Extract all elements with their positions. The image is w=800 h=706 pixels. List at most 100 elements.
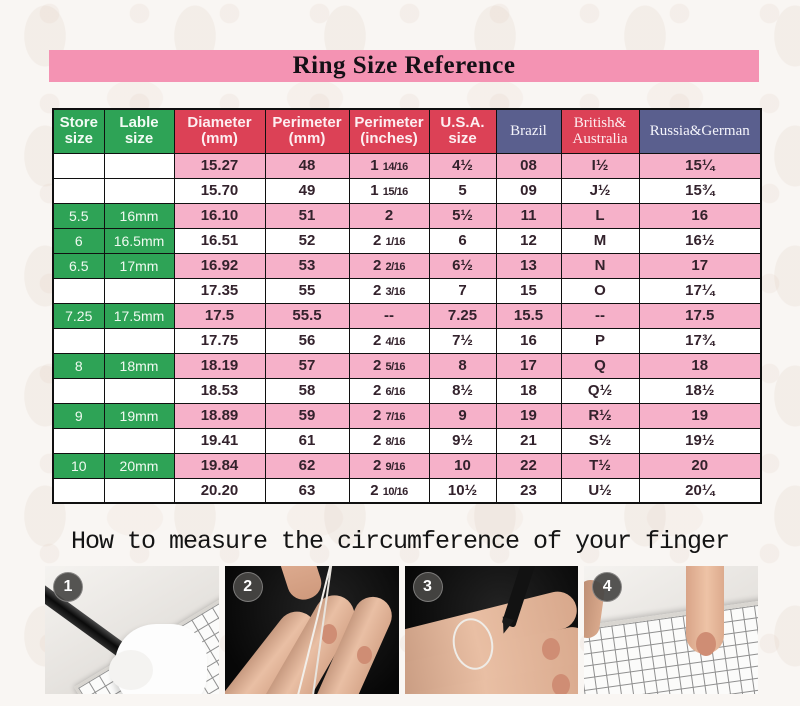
column-header-brazil: Brazil [495, 108, 562, 154]
cell-usa: 6 [428, 227, 497, 254]
cell-diameter: 16.10 [173, 202, 266, 229]
cell-usa: 9½ [428, 427, 497, 454]
step-1-number-badge: 1 [53, 572, 83, 602]
cell-diameter: 17.35 [173, 277, 266, 304]
cell-perimeter_mm: 49 [264, 177, 350, 204]
cell-store [52, 477, 105, 504]
cell-usa: 8 [428, 352, 497, 379]
fingernail-icon [542, 638, 561, 660]
table-row: 15.70 49 1 15/16 5 09 J½ 15¾ [52, 177, 762, 204]
cell-russia: 20¼ [638, 477, 762, 504]
cell-british: L [560, 202, 640, 229]
cell-diameter: 19.84 [173, 452, 266, 479]
cell-diameter: 17.75 [173, 327, 266, 354]
cell-british: M [560, 227, 640, 254]
table-row: 18.53 58 2 6/16 8½ 18 Q½ 18½ [52, 377, 762, 404]
cell-perimeter_mm: 53 [264, 252, 350, 279]
cell-british: -- [560, 302, 640, 329]
cell-perimeter_in: 2 2/16 [348, 252, 430, 279]
table-row: 19.41 61 2 8/16 9½ 21 S½ 19½ [52, 427, 762, 454]
header-row: Store size Lable size Diameter (mm) Perimeter(… [52, 108, 762, 154]
cell-diameter: 18.19 [173, 352, 266, 379]
page-title: Ring Size Reference [292, 52, 516, 79]
column-header-perimeter-in: Perimeter (inches) [348, 108, 430, 154]
cell-label [103, 377, 175, 404]
cell-store [52, 377, 105, 404]
cell-russia: 16 [638, 202, 762, 229]
fingernail-icon [552, 674, 571, 694]
cell-diameter: 18.89 [173, 402, 266, 429]
cell-perimeter_in: 2 8/16 [348, 427, 430, 454]
cell-store: 6 [52, 227, 105, 254]
cell-label: 16mm [103, 202, 175, 229]
cell-label: 17.5mm [103, 302, 175, 329]
cell-perimeter_in: 2 10/16 [348, 477, 430, 504]
cell-store: 6.5 [52, 252, 105, 279]
cell-usa: 6½ [428, 252, 497, 279]
cell-perimeter_mm: 52 [264, 227, 350, 254]
cell-russia: 17¾ [638, 327, 762, 354]
cell-store: 7.25 [52, 302, 105, 329]
cell-perimeter_mm: 57 [264, 352, 350, 379]
cell-brazil: 12 [495, 227, 562, 254]
cell-label [103, 152, 175, 179]
step-3-photo: 3 [404, 566, 579, 694]
cell-label: 18mm [103, 352, 175, 379]
cell-perimeter_mm: 62 [264, 452, 350, 479]
table-row: 8 18mm 18.19 57 2 5/16 8 17 Q 18 [52, 352, 762, 379]
cell-label [103, 327, 175, 354]
cell-usa: 8½ [428, 377, 497, 404]
cell-label [103, 177, 175, 204]
cell-perimeter_mm: 55 [264, 277, 350, 304]
cell-russia: 15¾ [638, 177, 762, 204]
cell-perimeter_in: 2 9/16 [348, 452, 430, 479]
cell-diameter: 16.92 [173, 252, 266, 279]
cell-russia: 18½ [638, 377, 762, 404]
table-row: 10 20mm 19.84 62 2 9/16 10 22 T½ 20 [52, 452, 762, 479]
cell-label: 19mm [103, 402, 175, 429]
cell-british: T½ [560, 452, 640, 479]
cell-usa: 5 [428, 177, 497, 204]
table-row: 6 16.5mm 16.51 52 2 1/16 6 12 M 16½ [52, 227, 762, 254]
cell-perimeter_mm: 59 [264, 402, 350, 429]
cell-brazil: 22 [495, 452, 562, 479]
cell-british: O [560, 277, 640, 304]
cell-store [52, 177, 105, 204]
cell-perimeter_mm: 63 [264, 477, 350, 504]
measure-steps-row: 1 2 3 4 [45, 566, 758, 694]
cell-store [52, 327, 105, 354]
cell-label [103, 277, 175, 304]
cell-perimeter_in: 2 6/16 [348, 377, 430, 404]
cell-russia: 19 [638, 402, 762, 429]
table-row: 9 19mm 18.89 59 2 7/16 9 19 R½ 19 [52, 402, 762, 429]
cell-british: I½ [560, 152, 640, 179]
cell-label [103, 477, 175, 504]
cell-usa: 7 [428, 277, 497, 304]
cell-brazil: 09 [495, 177, 562, 204]
paper-strip-icon [108, 650, 153, 690]
column-header-perimeter-mm: Perimeter (mm) [264, 108, 350, 154]
cell-british: S½ [560, 427, 640, 454]
cell-perimeter_in: 2 7/16 [348, 402, 430, 429]
cell-diameter: 15.70 [173, 177, 266, 204]
cell-brazil: 23 [495, 477, 562, 504]
cell-diameter: 15.27 [173, 152, 266, 179]
cell-perimeter_in: 2 [348, 202, 430, 229]
cell-perimeter_mm: 58 [264, 377, 350, 404]
step-2-photo: 2 [224, 566, 399, 694]
cell-british: R½ [560, 402, 640, 429]
cell-label: 20mm [103, 452, 175, 479]
cell-perimeter_mm: 51 [264, 202, 350, 229]
column-header-british: British& Australia [560, 108, 640, 154]
cell-russia: 18 [638, 352, 762, 379]
cell-diameter: 16.51 [173, 227, 266, 254]
cell-perimeter_in: 2 4/16 [348, 327, 430, 354]
cell-store [52, 427, 105, 454]
cell-russia: 15¼ [638, 152, 762, 179]
column-header-usa: U.S.A. size [428, 108, 497, 154]
column-header-diameter: Diameter (mm) [173, 108, 266, 154]
cell-brazil: 18 [495, 377, 562, 404]
cell-perimeter_mm: 61 [264, 427, 350, 454]
cell-label: 16.5mm [103, 227, 175, 254]
column-header-store: Store size [52, 108, 105, 154]
